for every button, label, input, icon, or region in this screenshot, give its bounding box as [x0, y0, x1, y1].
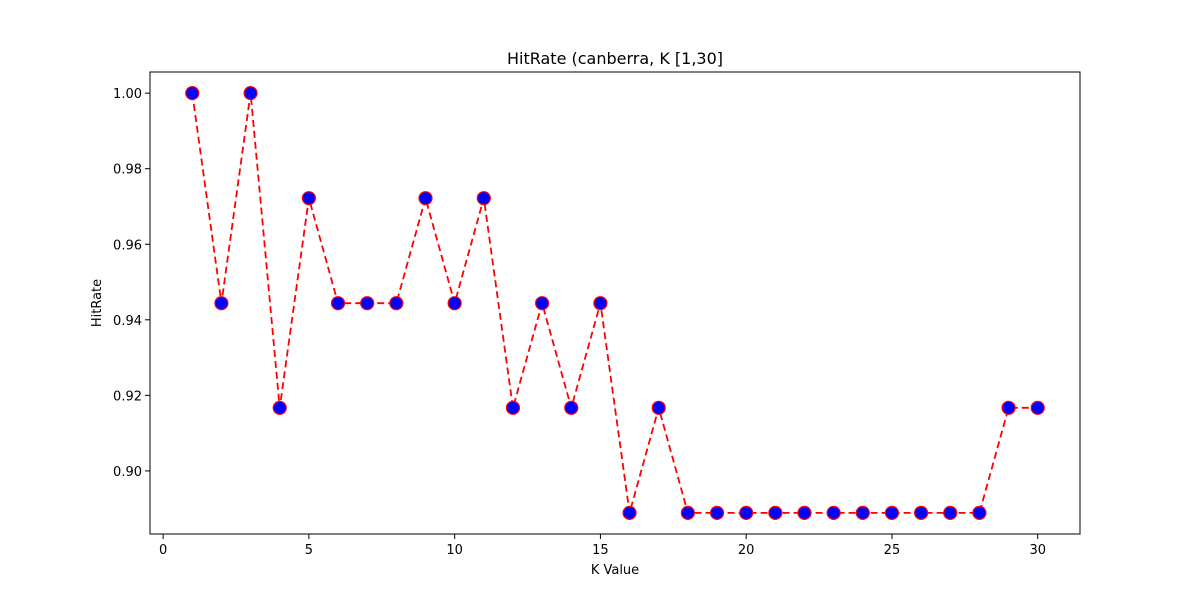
x-tick-label: 20 — [738, 543, 755, 558]
data-point-marker — [389, 296, 404, 311]
data-point-marker — [884, 505, 900, 520]
data-point-marker — [1030, 400, 1045, 415]
x-axis-label: K Value — [591, 563, 639, 578]
data-point-marker — [797, 505, 812, 520]
data-point-marker — [739, 505, 754, 520]
y-tick-label: 0.98 — [113, 163, 142, 178]
data-point-marker — [214, 296, 229, 311]
data-point-marker — [330, 296, 346, 311]
data-point-marker — [185, 86, 200, 101]
data-point-marker — [535, 296, 550, 311]
data-point-marker — [272, 400, 287, 415]
data-point-marker — [622, 505, 637, 520]
data-point-marker — [680, 505, 695, 520]
data-point-marker — [709, 505, 725, 520]
data-point-marker — [914, 505, 929, 520]
data-point-marker — [855, 505, 870, 520]
data-point-marker — [826, 505, 841, 520]
y-tick-label: 0.94 — [113, 314, 142, 329]
data-point-marker — [1001, 400, 1016, 415]
y-tick-label: 1.00 — [113, 87, 142, 102]
data-point-marker — [243, 86, 258, 101]
data-point-marker — [593, 296, 608, 311]
series-layer — [185, 86, 1045, 520]
data-point-marker — [360, 296, 375, 311]
y-tick-label: 0.90 — [113, 465, 142, 480]
data-point-marker — [651, 400, 666, 415]
data-point-marker — [301, 191, 316, 206]
data-point-marker — [418, 191, 433, 206]
x-tick-label: 30 — [1029, 543, 1046, 558]
data-point-marker — [476, 191, 491, 206]
data-point-marker — [768, 505, 783, 520]
y-tick-label: 0.92 — [113, 389, 142, 404]
x-axis: 0 5 10 15 20 25 30 — [159, 534, 1046, 558]
data-point-marker — [447, 296, 462, 311]
series-line — [191, 93, 1038, 514]
x-tick-label: 5 — [305, 543, 313, 558]
data-point-marker — [564, 400, 579, 415]
y-axis-label: HitRate — [90, 279, 105, 327]
plot-area-frame — [149, 71, 1081, 535]
x-tick-label: 0 — [159, 543, 167, 558]
chart-title: HitRate (canberra, K [1,30] — [507, 49, 723, 68]
data-point-marker — [505, 400, 521, 415]
x-tick-label: 15 — [592, 543, 609, 558]
x-tick-label: 25 — [884, 543, 901, 558]
data-point-marker — [943, 505, 958, 520]
x-tick-label: 10 — [446, 543, 463, 558]
y-axis: 0.90 0.92 0.94 0.96 0.98 1.00 — [113, 87, 150, 480]
y-tick-label: 0.96 — [113, 238, 142, 253]
data-point-marker — [972, 505, 987, 520]
